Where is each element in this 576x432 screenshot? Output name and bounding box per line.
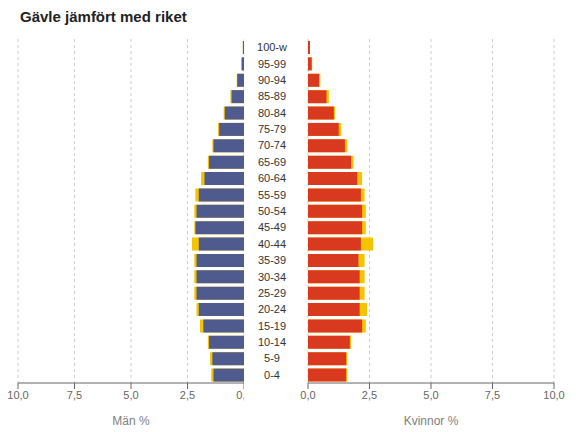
svg-text:45-49: 45-49 bbox=[258, 221, 286, 233]
svg-text:10,0: 10,0 bbox=[8, 389, 29, 401]
svg-text:5,0: 5,0 bbox=[423, 389, 438, 401]
svg-text:7,5: 7,5 bbox=[67, 389, 82, 401]
svg-text:40-44: 40-44 bbox=[258, 238, 286, 250]
svg-text:85-89: 85-89 bbox=[258, 90, 286, 102]
svg-text:20-24: 20-24 bbox=[258, 303, 286, 315]
svg-text:60-64: 60-64 bbox=[258, 172, 286, 184]
svg-text:35-39: 35-39 bbox=[258, 254, 286, 266]
svg-text:50-54: 50-54 bbox=[258, 205, 286, 217]
svg-text:55-59: 55-59 bbox=[258, 189, 286, 201]
svg-text:10,0: 10,0 bbox=[543, 389, 564, 401]
svg-text:95-99: 95-99 bbox=[258, 58, 286, 70]
svg-text:90-94: 90-94 bbox=[258, 74, 286, 86]
svg-text:30-34: 30-34 bbox=[258, 271, 286, 283]
html-text:Gävle jämfört med riket: Gävle jämfört med riket bbox=[20, 8, 187, 25]
svg-text:65-69: 65-69 bbox=[258, 156, 286, 168]
svg-text:80-84: 80-84 bbox=[258, 107, 286, 119]
svg-text:5-9: 5-9 bbox=[264, 352, 280, 364]
svg-text:Kvinnor %: Kvinnor % bbox=[404, 414, 459, 428]
svg-text:5,0: 5,0 bbox=[123, 389, 138, 401]
svg-text:100-w: 100-w bbox=[257, 41, 287, 53]
svg-text:75-79: 75-79 bbox=[258, 123, 286, 135]
svg-text:25-29: 25-29 bbox=[258, 287, 286, 299]
svg-text:15-19: 15-19 bbox=[258, 320, 286, 332]
svg-text:0,0: 0,0 bbox=[300, 389, 315, 401]
svg-text:0-4: 0-4 bbox=[264, 369, 280, 381]
svg-text:2,5: 2,5 bbox=[180, 389, 195, 401]
svg-text:Män %: Män % bbox=[112, 414, 150, 428]
svg-text:70-74: 70-74 bbox=[258, 139, 286, 151]
svg-text:0,0: 0,0 bbox=[236, 389, 244, 401]
svg-text:2,5: 2,5 bbox=[362, 389, 377, 401]
svg-text:7,5: 7,5 bbox=[485, 389, 500, 401]
svg-text:10-14: 10-14 bbox=[258, 336, 286, 348]
